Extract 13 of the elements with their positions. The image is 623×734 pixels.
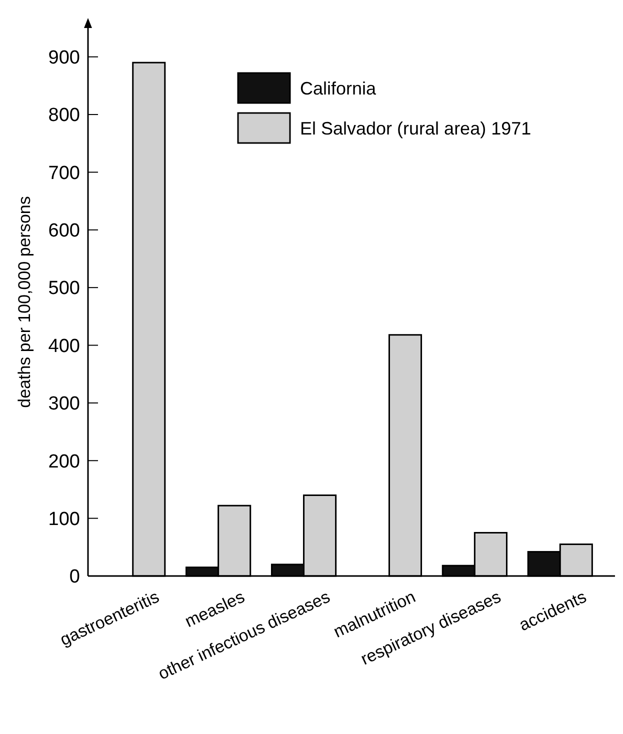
y-tick-label: 100 [48, 508, 80, 530]
y-tick-label: 600 [48, 220, 80, 242]
y-tick-label: 0 [69, 566, 80, 588]
y-tick-label: 500 [48, 278, 80, 300]
y-tick-label: 400 [48, 336, 80, 357]
y-axis-title: deaths per 100,000 persons [15, 196, 34, 408]
y-tick-label: 700 [48, 162, 80, 184]
legend-label: El Salvador (rural area) 1971 [300, 118, 532, 138]
y-tick-label: 800 [48, 105, 80, 126]
legend-label: California [300, 78, 378, 98]
y-tick-label: 300 [48, 394, 80, 415]
y-tick-label: 900 [48, 47, 80, 68]
y-tick-label: 200 [48, 451, 80, 472]
